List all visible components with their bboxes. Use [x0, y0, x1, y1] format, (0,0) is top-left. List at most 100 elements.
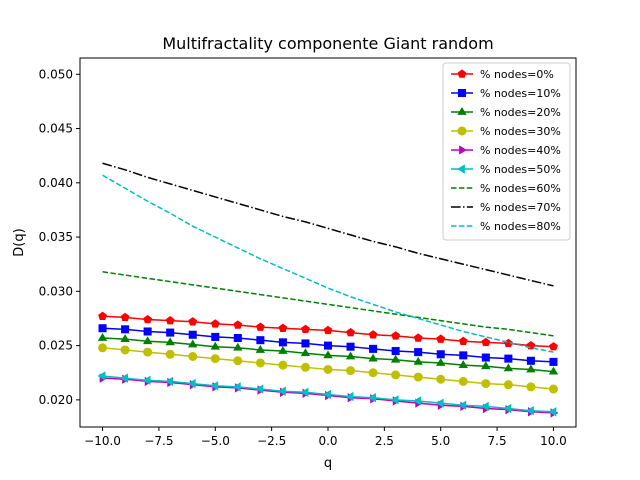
data-point-nodes-20 [165, 337, 175, 346]
data-point-nodes-30 [458, 376, 468, 386]
legend-box [442, 62, 571, 241]
data-point-nodes-50 [97, 371, 106, 381]
data-point-nodes-10 [301, 339, 310, 348]
data-point-nodes-50 [548, 407, 557, 417]
data-point-nodes-20 [142, 336, 153, 345]
legend-label-nodes-50: % nodes=50% [480, 163, 561, 176]
data-point-nodes-50 [503, 403, 512, 414]
data-point-nodes-50 [525, 406, 534, 416]
data-point-nodes-30 [300, 362, 310, 372]
data-point-nodes-50 [120, 373, 128, 383]
data-point-nodes-20 [548, 366, 559, 375]
data-point-nodes-20 [278, 346, 288, 354]
legend-item-nodes-70: % nodes=70% [451, 201, 561, 214]
data-point-nodes-10 [526, 356, 535, 365]
data-point-nodes-30 [346, 366, 356, 376]
data-point-nodes-30 [255, 358, 265, 368]
data-point-nodes-20 [323, 350, 333, 359]
x-tick-label: −10.0 [84, 434, 121, 448]
data-point-nodes-0 [165, 316, 175, 325]
data-point-nodes-50 [323, 389, 331, 400]
data-point-nodes-20 [233, 342, 243, 351]
data-point-nodes-20 [458, 360, 468, 369]
data-point-nodes-30 [278, 360, 288, 370]
data-point-nodes-20 [97, 333, 108, 341]
legend-item-nodes-40: % nodes=40% [451, 144, 561, 157]
data-point-nodes-30 [143, 347, 153, 357]
data-point-nodes-0 [98, 311, 107, 321]
data-point-nodes-20 [120, 334, 130, 342]
x-tick-label: −5.0 [201, 434, 230, 448]
legend-label-nodes-20: % nodes=20% [480, 106, 561, 119]
data-point-nodes-0 [323, 325, 333, 335]
data-point-nodes-50 [165, 376, 174, 387]
data-point-nodes-30 [526, 382, 536, 392]
data-point-nodes-30 [233, 356, 243, 366]
chart-title: Multifractality componente Giant random [162, 34, 493, 53]
legend-label-nodes-30: % nodes=30% [480, 125, 561, 138]
x-tick-label: −2.5 [257, 434, 286, 448]
data-point-nodes-30 [210, 354, 220, 364]
legend-item-nodes-50: % nodes=50% [451, 163, 561, 176]
data-point-nodes-10 [143, 327, 152, 336]
data-point-nodes-0 [210, 319, 220, 328]
data-point-nodes-10 [278, 338, 287, 347]
data-point-nodes-10 [323, 341, 333, 350]
data-point-nodes-0 [143, 314, 153, 324]
x-tick-label: 7.5 [488, 434, 507, 448]
data-point-nodes-10 [549, 357, 558, 366]
series-nodes-20 [97, 333, 559, 375]
legend-marker-nodes-10 [457, 88, 467, 98]
series-nodes-60 [102, 271, 554, 337]
series-nodes-50 [97, 371, 557, 417]
data-point-nodes-50 [232, 382, 241, 392]
data-point-nodes-10 [233, 333, 242, 343]
data-point-nodes-10 [504, 354, 513, 363]
series-nodes-30 [98, 343, 558, 394]
series-line-nodes-70 [102, 162, 554, 287]
data-point-nodes-50 [435, 398, 444, 408]
data-point-nodes-50 [413, 396, 422, 406]
y-tick-label: 0.040 [39, 176, 73, 190]
data-point-nodes-20 [413, 356, 423, 365]
data-point-nodes-20 [390, 354, 401, 363]
data-point-nodes-30 [481, 379, 491, 389]
axis-ticks: −10.0 −7.5 −5.0 −2.5 0.0 2.5 5.0 7.5 10.0 0.020 0.… [39, 67, 567, 448]
data-point-nodes-30 [503, 380, 513, 390]
x-axis-label: q [324, 456, 332, 471]
x-tick-label: 5.0 [431, 434, 450, 448]
x-tick-label: 10.0 [540, 434, 567, 448]
y-tick-label: 0.020 [39, 393, 73, 407]
legend-label-nodes-10: % nodes=10% [480, 87, 561, 100]
legend-marker-nodes-30 [457, 126, 467, 136]
legend-label-nodes-70: % nodes=70% [480, 201, 561, 214]
series-nodes-10 [98, 324, 558, 366]
data-point-nodes-30 [323, 364, 333, 374]
data-point-nodes-20 [503, 363, 514, 372]
data-point-nodes-50 [142, 375, 151, 386]
data-point-nodes-10 [459, 351, 468, 360]
data-point-nodes-0 [368, 330, 378, 339]
data-point-nodes-0 [188, 317, 198, 326]
data-point-nodes-20 [436, 357, 446, 366]
data-point-nodes-30 [120, 345, 130, 355]
legend-marker-nodes-50 [457, 164, 465, 174]
legend-marker-nodes-40 [459, 145, 467, 155]
data-point-nodes-50 [210, 381, 219, 391]
data-point-nodes-50 [458, 400, 467, 410]
data-point-nodes-0 [346, 327, 355, 337]
data-point-nodes-0 [436, 334, 446, 343]
data-point-nodes-10 [166, 328, 175, 337]
legend-item-nodes-20: % nodes=20% [451, 106, 561, 119]
y-tick-label: 0.030 [39, 284, 73, 298]
data-point-nodes-0 [481, 337, 491, 347]
plot-area [97, 162, 559, 418]
legend: % nodes=0% % nodes=10% % nodes=20% % nodes=… [442, 62, 571, 241]
series-nodes-70 [102, 162, 554, 287]
data-point-nodes-0 [413, 333, 423, 342]
data-point-nodes-50 [345, 391, 354, 402]
data-point-nodes-30 [188, 351, 198, 361]
data-point-nodes-0 [391, 331, 401, 340]
data-point-nodes-30 [368, 368, 378, 378]
data-point-nodes-10 [256, 336, 265, 345]
